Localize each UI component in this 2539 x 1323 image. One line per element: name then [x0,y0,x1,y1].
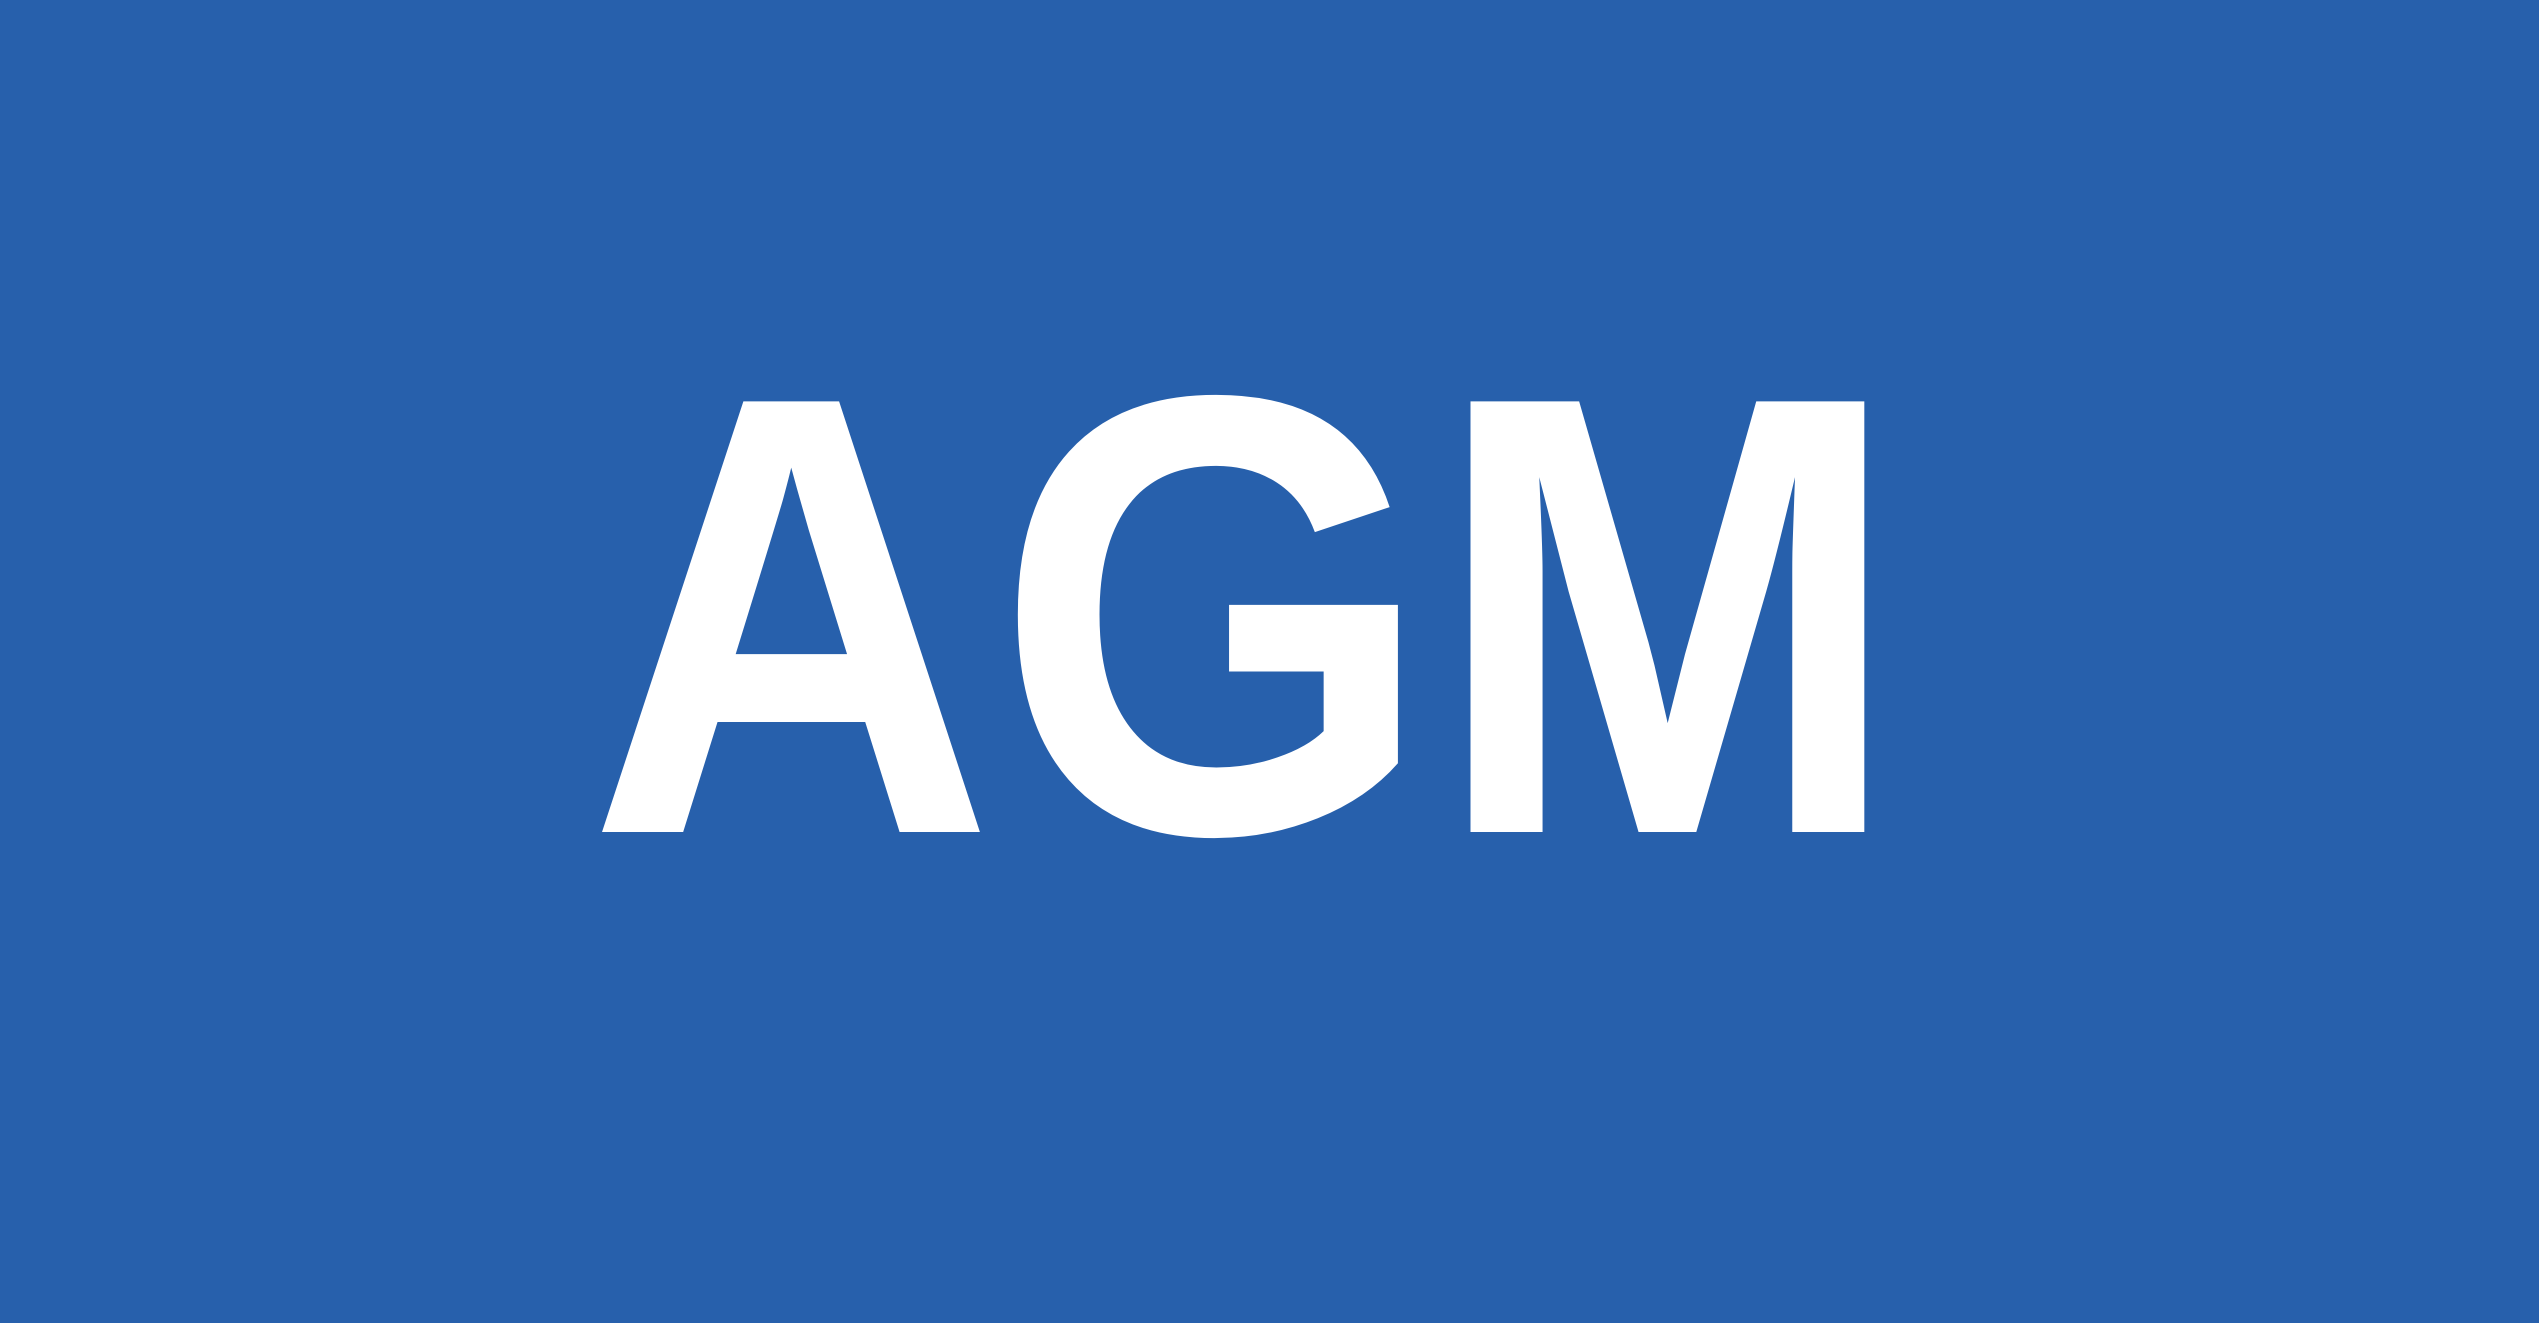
logo-text: AGM [588,265,1902,965]
